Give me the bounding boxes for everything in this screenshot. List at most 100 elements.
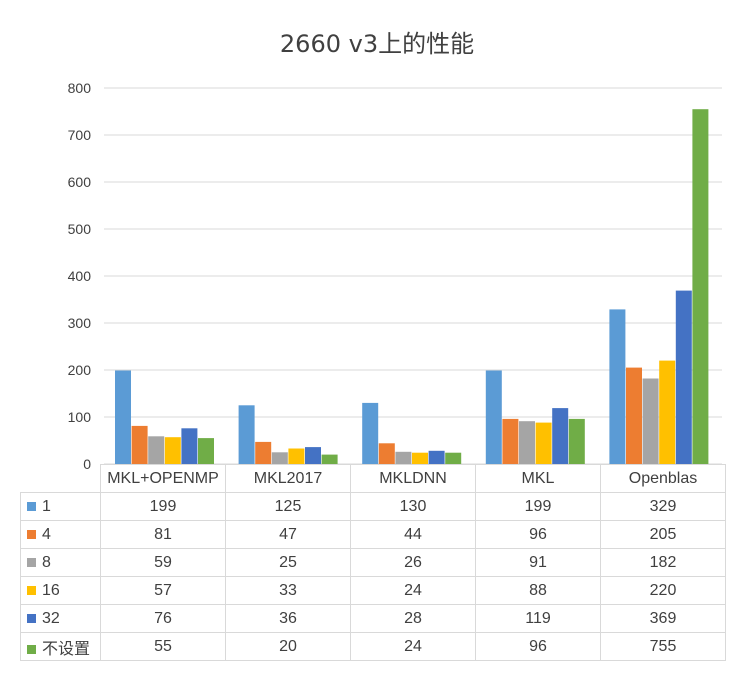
data-label: 76	[101, 605, 226, 633]
y-tick-label: 500	[68, 221, 92, 237]
legend-swatch	[27, 645, 36, 654]
bar-mkl-series-1	[502, 419, 518, 464]
bar-mkldnn-series-4	[429, 451, 445, 464]
legend-label: 8	[42, 554, 51, 571]
bar-mkl-series-2	[519, 421, 535, 464]
bar-mkl2017-series-4	[305, 447, 321, 464]
bar-mkldnn-series-3	[412, 453, 428, 464]
bar-mkl2017-series-3	[288, 449, 304, 465]
bar-mkl2017-series-1	[255, 442, 271, 464]
data-label: 44	[351, 521, 476, 549]
bar-mkldnn-series-0	[362, 403, 378, 464]
y-tick-label: 700	[68, 127, 92, 143]
data-label: 33	[226, 577, 351, 605]
table-header-row: MKL+OPENMP MKL2017 MKLDNN MKL Openblas	[21, 465, 726, 493]
x-tick-label: MKL	[476, 465, 601, 493]
bar-mkldnn-series-1	[379, 443, 395, 464]
table-row: 16 57 33 24 88 220	[21, 577, 726, 605]
data-label: 55	[101, 633, 226, 661]
x-tick-label: MKLDNN	[351, 465, 476, 493]
bar-mkl-openmp-series-4	[181, 428, 197, 464]
bar-mkl-series-4	[552, 408, 568, 464]
y-tick-label: 100	[68, 409, 92, 425]
legend-swatch	[27, 614, 36, 623]
bar-mkl-openmp-series-0	[115, 371, 131, 465]
data-label: 88	[476, 577, 601, 605]
bar-mkl2017-series-5	[322, 455, 338, 464]
data-label: 24	[351, 633, 476, 661]
data-label: 220	[601, 577, 726, 605]
x-tick-label: Openblas	[601, 465, 726, 493]
bar-mkl-openmp-series-1	[132, 426, 148, 464]
bar-mkldnn-series-2	[395, 452, 411, 464]
data-label: 199	[476, 493, 601, 521]
legend-swatch	[27, 586, 36, 595]
legend-swatch	[27, 530, 36, 539]
legend-label: 4	[42, 526, 51, 543]
legend-entry: 1	[21, 493, 101, 521]
legend-label: 1	[42, 498, 51, 515]
x-tick-label: MKL2017	[226, 465, 351, 493]
data-label: 329	[601, 493, 726, 521]
legend-swatch	[27, 502, 36, 511]
legend-label: 不设置	[42, 641, 90, 658]
data-label: 91	[476, 549, 601, 577]
data-label: 119	[476, 605, 601, 633]
bar-mkl-openmp-series-3	[165, 437, 181, 464]
bar-mkl-openmp-series-5	[198, 438, 214, 464]
data-label: 369	[601, 605, 726, 633]
data-label: 36	[226, 605, 351, 633]
bar-mkl2017-series-2	[272, 452, 288, 464]
x-tick-label: MKL+OPENMP	[101, 465, 226, 493]
data-label: 125	[226, 493, 351, 521]
bar-mkl-series-3	[536, 423, 552, 464]
legend-label: 16	[42, 582, 60, 599]
bar-openblas-series-0	[609, 309, 625, 464]
legend-entry: 32	[21, 605, 101, 633]
data-label: 130	[351, 493, 476, 521]
legend-entry: 4	[21, 521, 101, 549]
legend-entry: 16	[21, 577, 101, 605]
data-label: 755	[601, 633, 726, 661]
legend-entry: 不设置	[21, 633, 101, 661]
table-row: 不设置 55 20 24 96 755	[21, 633, 726, 661]
bar-mkl2017-series-0	[239, 405, 255, 464]
table-row: 32 76 36 28 119 369	[21, 605, 726, 633]
data-label: 25	[226, 549, 351, 577]
data-label: 20	[226, 633, 351, 661]
bar-mkl-series-0	[486, 371, 502, 465]
data-label: 28	[351, 605, 476, 633]
data-label: 26	[351, 549, 476, 577]
table-corner	[21, 465, 101, 493]
legend-entry: 8	[21, 549, 101, 577]
data-label: 199	[101, 493, 226, 521]
table-row: 8 59 25 26 91 182	[21, 549, 726, 577]
bar-openblas-series-4	[676, 291, 692, 464]
data-label: 47	[226, 521, 351, 549]
bar-mkl-series-5	[569, 419, 585, 464]
bar-openblas-series-5	[692, 109, 708, 464]
y-tick-label: 300	[68, 315, 92, 331]
data-label: 57	[101, 577, 226, 605]
bar-openblas-series-1	[626, 368, 642, 464]
y-tick-label: 800	[68, 80, 92, 96]
data-label: 81	[101, 521, 226, 549]
bar-openblas-series-3	[659, 361, 675, 464]
table-row: 1 199 125 130 199 329	[21, 493, 726, 521]
y-tick-label: 600	[68, 174, 92, 190]
table-row: 4 81 47 44 96 205	[21, 521, 726, 549]
data-label: 96	[476, 521, 601, 549]
bar-mkldnn-series-5	[445, 453, 461, 464]
y-tick-label: 200	[68, 362, 92, 378]
data-label: 205	[601, 521, 726, 549]
bar-mkl-openmp-series-2	[148, 436, 164, 464]
data-table: MKL+OPENMP MKL2017 MKLDNN MKL Openblas 1 199 12…	[20, 464, 726, 661]
data-label: 59	[101, 549, 226, 577]
data-label: 24	[351, 577, 476, 605]
data-label: 182	[601, 549, 726, 577]
bar-openblas-series-2	[643, 379, 659, 465]
legend-label: 32	[42, 610, 60, 627]
legend-swatch	[27, 558, 36, 567]
data-label: 96	[476, 633, 601, 661]
y-tick-label: 400	[68, 268, 92, 284]
